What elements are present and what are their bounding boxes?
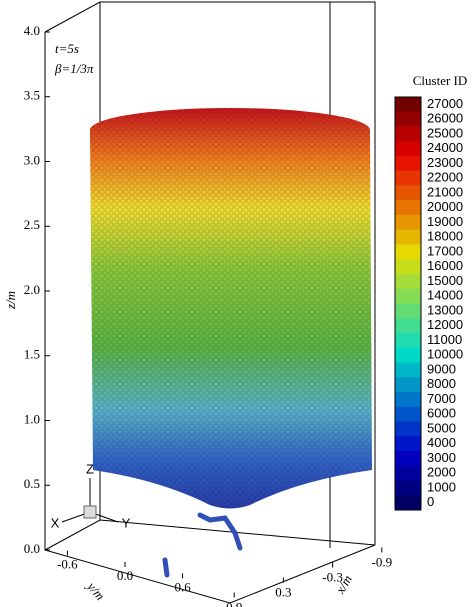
colorbar-swatch xyxy=(395,377,421,393)
colorbar-tick-label: 7000 xyxy=(427,391,456,406)
y-tick-label: -0.6 xyxy=(57,557,78,572)
colorbar-tick-label: 1000 xyxy=(427,479,456,494)
triad-label: Y xyxy=(122,515,131,530)
y-axis-label: y/m xyxy=(83,577,108,603)
colorbar-swatch xyxy=(395,347,421,363)
annotation: t=5s xyxy=(55,41,79,56)
colorbar-swatch xyxy=(395,141,421,157)
colorbar-swatch xyxy=(395,185,421,201)
z-tick-label: 2.0 xyxy=(24,282,40,297)
colorbar-swatch xyxy=(395,318,421,334)
triad-label: Z xyxy=(86,461,94,476)
colorbar-swatch xyxy=(395,406,421,422)
z-tick-label: 3.0 xyxy=(24,152,40,167)
colorbar-swatch xyxy=(395,259,421,275)
colorbar-swatch xyxy=(395,200,421,216)
z-tick-label: 3.5 xyxy=(24,88,40,103)
colorbar-tick-label: 14000 xyxy=(427,288,463,303)
colorbar-tick-label: 0 xyxy=(427,494,434,509)
colorbar-swatch xyxy=(395,274,421,290)
colorbar-swatch xyxy=(395,436,421,452)
z-tick-label: 0.5 xyxy=(24,476,40,491)
x-tick-label: 0.9 xyxy=(226,599,242,607)
annotation: β=1/3π xyxy=(54,61,94,76)
colorbar-tick-label: 2000 xyxy=(427,465,456,480)
colorbar-swatch xyxy=(395,111,421,127)
colorbar-title: Cluster ID xyxy=(413,73,468,88)
colorbar-swatch xyxy=(395,97,421,113)
colorbar-tick-label: 15000 xyxy=(427,273,463,288)
colorbar-swatch xyxy=(395,288,421,304)
x-tick-label: 0.3 xyxy=(275,584,291,599)
z-axis-label: z/m xyxy=(3,291,18,310)
colorbar-tick-label: 11000 xyxy=(427,332,462,347)
z-tick-label: 0.0 xyxy=(24,541,40,556)
colorbar-tick-label: 18000 xyxy=(427,229,463,244)
colorbar-tick-label: 27000 xyxy=(427,96,463,111)
colorbar-swatch xyxy=(395,465,421,481)
colorbar-frame xyxy=(394,96,422,511)
colorbar-tick-label: 16000 xyxy=(427,258,463,273)
colorbar-tick-label: 3000 xyxy=(427,450,456,465)
colorbar-swatch xyxy=(395,244,421,260)
colorbar-tick-label: 22000 xyxy=(427,170,463,185)
colorbar-tick-label: 23000 xyxy=(427,155,463,170)
colorbar-tick-label: 8000 xyxy=(427,376,456,391)
z-tick-label: 1.0 xyxy=(24,411,40,426)
colorbar-tick-label: 21000 xyxy=(427,184,463,199)
colorbar-tick-label: 20000 xyxy=(427,199,463,214)
colorbar-swatch xyxy=(395,421,421,437)
particle-bed xyxy=(90,108,372,578)
colorbar-tick-label: 25000 xyxy=(427,125,463,140)
colorbar-tick-label: 26000 xyxy=(427,111,463,126)
colorbar-tick-label: 17000 xyxy=(427,243,463,258)
z-tick-label: 4.0 xyxy=(24,23,40,38)
z-tick-label: 1.5 xyxy=(24,347,40,362)
colorbar-tick-label: 10000 xyxy=(427,347,463,362)
y-tick-label: 0.0 xyxy=(117,568,133,583)
colorbar-swatch xyxy=(395,126,421,142)
colorbar-tick-label: 24000 xyxy=(427,140,463,155)
colorbar-tick-label: 13000 xyxy=(427,302,463,317)
colorbar-swatch xyxy=(395,156,421,172)
colorbar-tick-label: 5000 xyxy=(427,420,456,435)
x-tick-label: -0.9 xyxy=(372,554,393,569)
colorbar-swatch xyxy=(395,480,421,496)
colorbar-tick-label: 19000 xyxy=(427,214,463,229)
triad-label: X xyxy=(51,515,60,530)
colorbar-swatch xyxy=(395,215,421,231)
y-tick-label: 0.6 xyxy=(174,579,191,594)
colorbar-swatch xyxy=(395,333,421,349)
colorbar-swatch xyxy=(395,229,421,245)
colorbar-swatch xyxy=(395,170,421,186)
colorbar-tick-label: 12000 xyxy=(427,317,463,332)
colorbar-swatch xyxy=(395,495,421,511)
x-tick-label: -0.3 xyxy=(322,569,343,584)
z-tick-label: 2.5 xyxy=(24,217,40,232)
colorbar-swatch xyxy=(395,451,421,467)
colorbar-swatch xyxy=(395,392,421,408)
colorbar-tick-label: 9000 xyxy=(427,361,456,376)
colorbar-tick-label: 6000 xyxy=(427,406,456,421)
axis-triad xyxy=(61,478,119,523)
colorbar-swatch xyxy=(395,362,421,378)
colorbar-tick-label: 4000 xyxy=(427,435,456,450)
colorbar-swatch xyxy=(395,303,421,319)
